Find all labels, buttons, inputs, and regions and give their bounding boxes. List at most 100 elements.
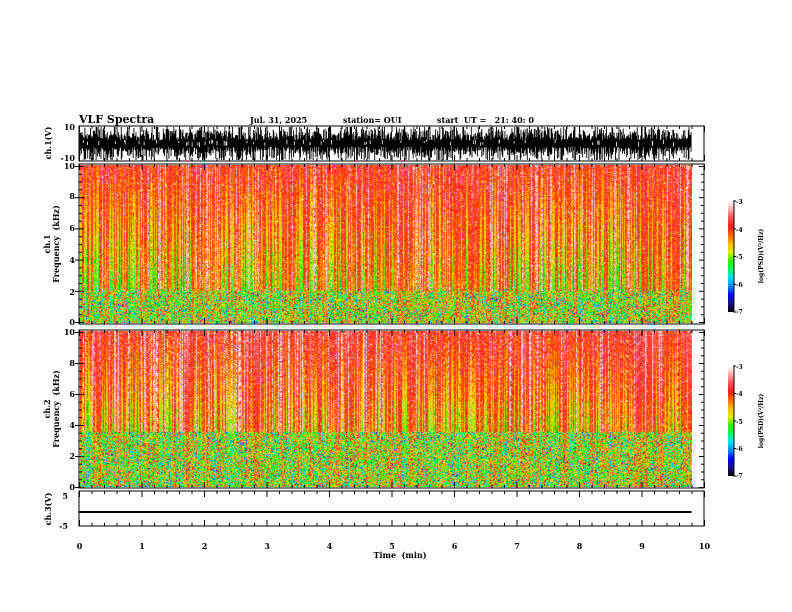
waveform-gap xyxy=(479,142,481,146)
ch2-colorbar-label: log(PSD)(V²/Hz) xyxy=(758,394,765,449)
ch1-waveform-path xyxy=(79,127,692,160)
ch2-spectrogram-panel: 0 2 4 6 8 10 ch.2 Frequency (kHz) -3 -4 … xyxy=(42,327,765,492)
waveform-gap xyxy=(638,142,640,147)
waveform-gap xyxy=(663,139,664,145)
waveform-gap xyxy=(178,140,180,143)
ch1-waveform-ytick-bottom: -10 xyxy=(61,153,76,163)
ch2-spectrogram-ylabel-channel: ch.2 xyxy=(42,399,52,418)
ch3-waveform-ytick-top: 5 xyxy=(62,491,68,501)
waveform-gap xyxy=(212,140,214,144)
ch1-colorbar: -3 -4 -5 -6 -7 log(PSD)(V²/Hz) xyxy=(728,199,765,316)
colorbar-tick-label: -5 xyxy=(736,419,743,426)
waveform-gap xyxy=(425,139,427,142)
waveform-gap xyxy=(246,140,248,144)
waveform-gap xyxy=(156,139,158,144)
colorbar-tick-label: -3 xyxy=(736,364,743,371)
x-tick-label: 5 xyxy=(389,541,395,551)
waveform-gap xyxy=(473,140,474,144)
waveform-gap xyxy=(199,142,200,148)
waveform-gap xyxy=(191,142,193,147)
waveform-gap xyxy=(499,140,500,143)
ytick-label: 8 xyxy=(69,358,75,368)
x-tick-label: 6 xyxy=(452,541,458,551)
colorbar-tick-label: -4 xyxy=(736,391,743,398)
waveform-gap xyxy=(450,142,451,146)
ch2-colorbar-gradient xyxy=(728,366,734,476)
colorbar-tick-label: -6 xyxy=(736,446,743,453)
waveform-gap xyxy=(226,141,228,146)
waveform-gap xyxy=(204,141,206,145)
waveform-gap xyxy=(209,140,211,144)
station-label: station= OUI xyxy=(343,115,402,125)
ch1-spectrogram-panel: 0 2 4 6 8 10 ch.1 Frequency (kHz) -3 -4 … xyxy=(42,161,765,327)
x-tick-label: 1 xyxy=(139,541,145,551)
x-tick-label: 7 xyxy=(514,541,520,551)
ytick-label: 2 xyxy=(69,451,75,461)
ch2-spectrogram-yticks: 0 2 4 6 8 10 xyxy=(64,327,76,492)
x-tick-label: 9 xyxy=(639,541,645,551)
ytick-label: 10 xyxy=(64,161,76,171)
waveform-gap xyxy=(143,141,145,146)
ch1-spectrogram-yticks: 0 2 4 6 8 10 xyxy=(64,161,76,327)
ytick-label: 10 xyxy=(64,327,76,337)
ytick-label: 6 xyxy=(69,223,75,233)
ytick-label: 2 xyxy=(69,287,75,297)
ch3-waveform-ytick-bottom: -5 xyxy=(59,521,68,531)
ch1-waveform-trace xyxy=(79,127,692,160)
waveform-gap xyxy=(124,140,125,143)
colorbar-tick-label: -4 xyxy=(736,227,743,234)
waveform-gap xyxy=(592,142,593,146)
waveform-gap xyxy=(474,139,476,145)
ytick-label: 6 xyxy=(69,389,75,399)
waveform-gap xyxy=(293,141,295,146)
waveform-gap xyxy=(286,139,288,145)
colorbar-tick-label: -6 xyxy=(736,282,743,289)
ch1-waveform-panel: 10 -10 ch.1(V) xyxy=(43,122,705,163)
waveform-gap xyxy=(498,139,500,144)
waveform-gap xyxy=(652,142,654,146)
waveform-gap xyxy=(124,140,126,145)
waveform-gap xyxy=(138,140,140,145)
ch3-waveform-ylabel: ch.3(V) xyxy=(43,492,53,525)
x-tick-label: 10 xyxy=(699,541,711,551)
ytick-label: 8 xyxy=(69,191,75,201)
waveform-gap xyxy=(369,140,371,145)
waveform-gap xyxy=(673,142,675,147)
date-label: Jul. 31, 2025 xyxy=(249,115,307,125)
ch3-waveform-panel: 5 -5 ch.3(V) xyxy=(43,490,705,531)
waveform-gap xyxy=(264,142,266,146)
ch1-spectrogram-ylabel-frequency: Frequency (kHz) xyxy=(51,205,61,283)
waveform-gap xyxy=(320,141,322,145)
ch1-colorbar-label: log(PSD)(V²/Hz) xyxy=(758,229,765,284)
waveform-gap xyxy=(225,141,227,146)
waveform-gap xyxy=(400,140,402,143)
ch1-waveform-ytick-top: 10 xyxy=(64,122,76,132)
waveform-gap xyxy=(616,141,617,147)
waveform-gap xyxy=(323,139,325,143)
ch1-spectrogram-ticks xyxy=(75,164,705,324)
x-axis-label: Time (min) xyxy=(373,550,426,560)
waveform-gap xyxy=(216,140,218,146)
waveform-gap xyxy=(597,140,599,145)
waveform-gap xyxy=(513,141,515,144)
colorbar-tick-label: -7 xyxy=(736,309,743,316)
waveform-gap xyxy=(554,139,556,144)
x-axis-tick-labels: 0 1 2 3 4 5 6 7 8 9 10 xyxy=(77,541,711,551)
x-tick-label: 4 xyxy=(327,541,333,551)
waveform-gap xyxy=(187,141,189,146)
ytick-label: 0 xyxy=(69,482,75,492)
waveform-gap xyxy=(330,139,332,145)
ch2-colorbar-ticks xyxy=(733,365,736,477)
x-tick-label: 0 xyxy=(77,541,83,551)
waveform-gap xyxy=(82,140,84,144)
waveform-gap xyxy=(598,140,600,146)
ytick-label: 0 xyxy=(69,317,75,327)
x-tick-label: 8 xyxy=(577,541,583,551)
waveform-gap xyxy=(186,142,187,146)
waveform-gap xyxy=(364,141,366,145)
start-ut-label: start UT = 21: 40: 0 xyxy=(437,115,534,125)
ch1-colorbar-ticks xyxy=(733,200,736,313)
waveform-gap xyxy=(381,140,383,145)
waveform-gap xyxy=(98,141,100,146)
ch2-colorbar: -3 -4 -5 -6 -7 log(PSD)(V²/Hz) xyxy=(728,364,765,480)
